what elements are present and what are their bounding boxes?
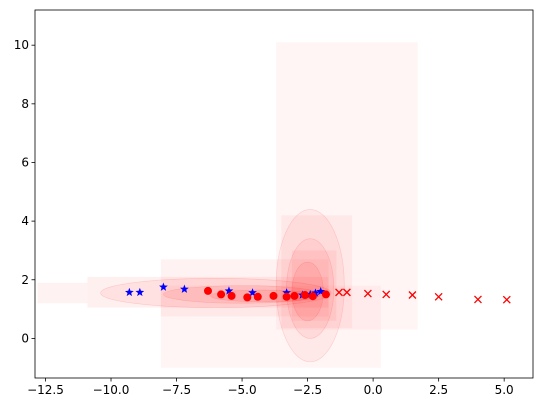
circle-marker bbox=[228, 292, 236, 300]
x-axis: −12.5 −10.0 −7.5 −5.0 −2.5 0.0 2.5 5.0 bbox=[27, 378, 514, 397]
x-tick-label: −12.5 bbox=[27, 383, 64, 397]
density-contour bbox=[211, 290, 316, 302]
x-tick-label: −5.0 bbox=[227, 383, 256, 397]
circle-marker bbox=[283, 293, 291, 301]
circle-marker bbox=[290, 292, 298, 300]
x-tick-label: 2.5 bbox=[429, 383, 448, 397]
x-tick-label: 5.0 bbox=[495, 383, 514, 397]
circle-marker bbox=[217, 290, 225, 298]
circle-marker bbox=[243, 293, 251, 301]
density-region bbox=[38, 283, 88, 304]
x-tick-label: −7.5 bbox=[162, 383, 191, 397]
x-tick-label: 0.0 bbox=[364, 383, 383, 397]
circle-marker bbox=[309, 292, 317, 300]
y-tick-label: 8 bbox=[21, 97, 29, 111]
y-tick-label: 6 bbox=[21, 155, 29, 169]
circle-marker bbox=[204, 287, 212, 295]
x-tick-label: −2.5 bbox=[293, 383, 322, 397]
y-tick-label: 0 bbox=[21, 331, 29, 345]
y-tick-label: 2 bbox=[21, 273, 29, 287]
y-tick-label: 10 bbox=[14, 38, 29, 52]
circle-marker bbox=[301, 291, 309, 299]
y-tick-label: 4 bbox=[21, 214, 29, 228]
circle-marker bbox=[270, 292, 278, 300]
x-tick-label: −10.0 bbox=[93, 383, 130, 397]
y-axis: 0 2 4 6 8 10 bbox=[14, 38, 35, 345]
circle-marker bbox=[254, 293, 262, 301]
circle-marker bbox=[322, 290, 330, 298]
